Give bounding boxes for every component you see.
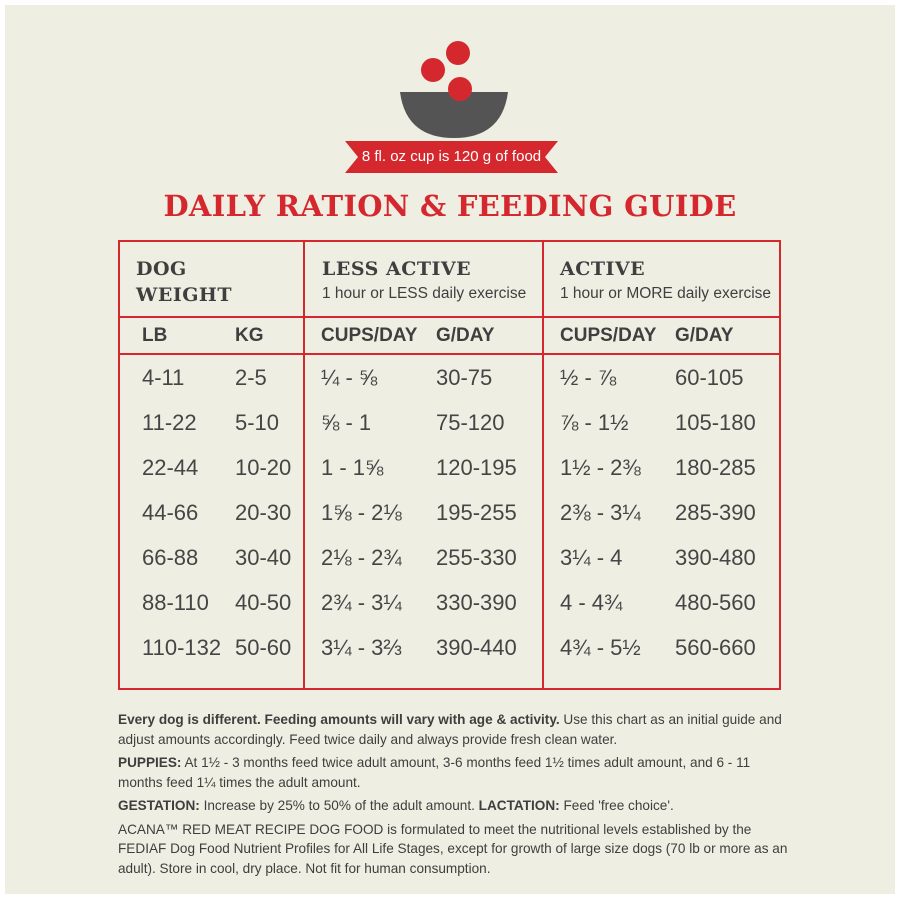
cell-lb: 22-44 bbox=[142, 455, 199, 480]
cell-less-cups: 3¼ - 3⅔ bbox=[321, 635, 402, 660]
column-header-less-cups: CUPS/DAY bbox=[321, 325, 418, 346]
cell-less-grams: 30-75 bbox=[436, 365, 493, 390]
feeding-guide-panel: 8 fl. oz cup is 120 g of food DAILY RATI… bbox=[5, 5, 895, 894]
cell-lb: 4-11 bbox=[142, 365, 185, 390]
cell-active-grams: 480-560 bbox=[675, 590, 756, 615]
cell-less-cups: 1 - 1⅝ bbox=[321, 455, 384, 480]
column-header-active-grams: G/DAY bbox=[675, 325, 734, 346]
table-row: 110-132 50-60 3¼ - 3⅔ 390-440 4¾ - 5½ 56… bbox=[5, 635, 895, 680]
cell-active-cups: 1½ - 2⅜ bbox=[560, 455, 641, 480]
cell-active-cups: 4¾ - 5½ bbox=[560, 635, 641, 660]
active-header: ACTIVE bbox=[560, 258, 646, 280]
cell-lb: 11-22 bbox=[142, 410, 197, 435]
table-row: 66-88 30-40 2⅛ - 2¾ 255-330 3¼ - 4 390-4… bbox=[5, 545, 895, 590]
cell-kg: 10-20 bbox=[235, 455, 292, 480]
cell-active-cups: 2⅜ - 3¼ bbox=[560, 500, 641, 525]
puppies-label: PUPPIES: bbox=[118, 755, 182, 770]
cell-less-cups: 1⅝ - 2⅛ bbox=[321, 500, 402, 525]
cell-lb: 44-66 bbox=[142, 500, 199, 525]
cell-less-cups: 2¾ - 3¼ bbox=[321, 590, 402, 615]
page-title: DAILY RATION & FEEDING GUIDE bbox=[163, 189, 737, 223]
cup-size-ribbon: 8 fl. oz cup is 120 g of food bbox=[345, 141, 558, 173]
cell-less-grams: 195-255 bbox=[436, 500, 517, 525]
table-row: 4-11 2-5 ¼ - ⅝ 30-75 ½ - ⅞ 60-105 bbox=[5, 365, 895, 410]
cell-less-grams: 330-390 bbox=[436, 590, 517, 615]
cell-less-grams: 255-330 bbox=[436, 545, 517, 570]
general-note-lead: Every dog is different. Feeding amounts … bbox=[118, 712, 560, 727]
cell-kg: 40-50 bbox=[235, 590, 292, 615]
cell-active-cups: 3¼ - 4 bbox=[560, 545, 623, 570]
cell-active-cups: ½ - ⅞ bbox=[560, 365, 617, 390]
less-active-subheader: 1 hour or LESS daily exercise bbox=[322, 285, 527, 302]
dog-weight-header: DOG WEIGHT bbox=[136, 258, 233, 306]
general-note: Every dog is different. Feeding amounts … bbox=[118, 710, 788, 749]
lactation-text: Feed 'free choice'. bbox=[559, 798, 674, 813]
table-row: 88-110 40-50 2¾ - 3¼ 330-390 4 - 4¾ 480-… bbox=[5, 590, 895, 635]
cell-lb: 110-132 bbox=[142, 635, 222, 660]
table-row: 22-44 10-20 1 - 1⅝ 120-195 1½ - 2⅜ 180-2… bbox=[5, 455, 895, 500]
cell-kg: 50-60 bbox=[235, 635, 292, 660]
cell-less-cups: 2⅛ - 2¾ bbox=[321, 545, 402, 570]
cell-kg: 2-5 bbox=[235, 365, 267, 390]
lactation-label: LACTATION: bbox=[478, 798, 560, 813]
food-bowl-icon bbox=[400, 41, 508, 138]
column-header-lb: LB bbox=[142, 325, 168, 346]
puppies-text: At 1½ - 3 months feed twice adult amount… bbox=[118, 755, 751, 790]
cell-active-grams: 180-285 bbox=[675, 455, 756, 480]
table-row: 11-22 5-10 ⅝ - 1 75-120 ⅞ - 1½ 105-180 bbox=[5, 410, 895, 455]
cell-lb: 88-110 bbox=[142, 590, 209, 615]
cell-active-grams: 560-660 bbox=[675, 635, 756, 660]
table-row: 44-66 20-30 1⅝ - 2⅛ 195-255 2⅜ - 3¼ 285-… bbox=[5, 500, 895, 545]
cell-kg: 30-40 bbox=[235, 545, 292, 570]
general-note-text: Use this chart as an initial guide and a… bbox=[118, 712, 782, 747]
cup-size-note: 8 fl. oz cup is 120 g of food bbox=[361, 148, 542, 165]
cell-active-grams: 60-105 bbox=[675, 365, 744, 390]
feeding-notes: Every dog is different. Feeding amounts … bbox=[118, 710, 788, 882]
table-body: 4-11 2-5 ¼ - ⅝ 30-75 ½ - ⅞ 60-105 11-22 … bbox=[5, 365, 895, 680]
cell-active-cups: ⅞ - 1½ bbox=[560, 410, 629, 435]
cell-active-grams: 390-480 bbox=[675, 545, 756, 570]
cell-lb: 66-88 bbox=[142, 545, 199, 570]
column-header-kg: KG bbox=[235, 325, 264, 346]
cell-less-grams: 120-195 bbox=[436, 455, 517, 480]
cell-less-grams: 390-440 bbox=[436, 635, 517, 660]
gestation-lactation-note: GESTATION: Increase by 25% to 50% of the… bbox=[118, 796, 788, 816]
gestation-label: GESTATION: bbox=[118, 798, 200, 813]
cell-less-grams: 75-120 bbox=[436, 410, 505, 435]
cell-less-cups: ¼ - ⅝ bbox=[321, 365, 378, 390]
cell-active-grams: 285-390 bbox=[675, 500, 756, 525]
cell-kg: 20-30 bbox=[235, 500, 292, 525]
puppies-note: PUPPIES: At 1½ - 3 months feed twice adu… bbox=[118, 753, 788, 792]
active-subheader: 1 hour or MORE daily exercise bbox=[560, 285, 772, 302]
cell-active-cups: 4 - 4¾ bbox=[560, 590, 623, 615]
gestation-text: Increase by 25% to 50% of the adult amou… bbox=[199, 798, 479, 813]
less-active-header: LESS ACTIVE bbox=[322, 258, 472, 280]
cell-kg: 5-10 bbox=[235, 410, 280, 435]
column-header-less-grams: G/DAY bbox=[436, 325, 495, 346]
column-header-active-cups: CUPS/DAY bbox=[560, 325, 657, 346]
nutrition-statement: ACANA™ RED MEAT RECIPE DOG FOOD is formu… bbox=[118, 821, 788, 876]
cell-less-cups: ⅝ - 1 bbox=[321, 410, 372, 435]
cell-active-grams: 105-180 bbox=[675, 410, 756, 435]
